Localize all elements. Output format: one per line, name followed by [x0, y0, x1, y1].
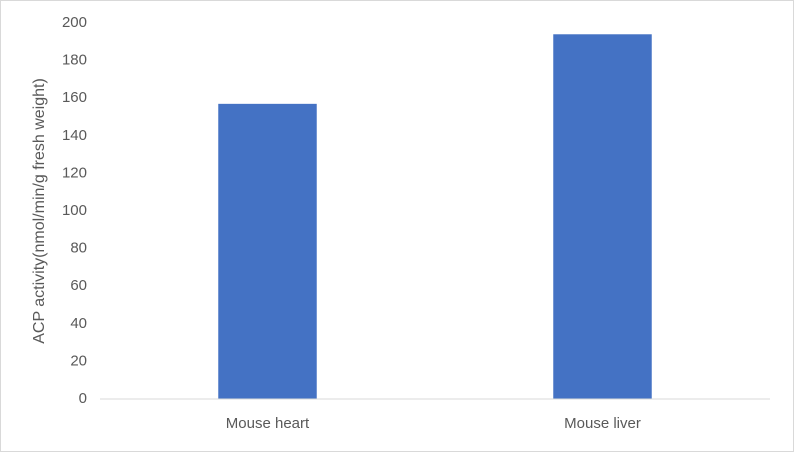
- y-tick-label: 120: [62, 164, 87, 181]
- y-tick-label: 40: [70, 315, 87, 332]
- y-tick-label: 80: [70, 240, 87, 257]
- y-tick-label: 100: [62, 202, 87, 219]
- bar: [553, 34, 652, 399]
- x-tick-label: Mouse liver: [564, 415, 641, 432]
- x-tick-label: Mouse heart: [226, 415, 310, 432]
- y-tick-label: 160: [62, 89, 87, 106]
- y-tick-label: 0: [79, 390, 87, 407]
- y-tick-label: 180: [62, 52, 87, 69]
- y-axis-label: ACP activity(nmol/min/g fresh weight): [31, 78, 48, 344]
- y-tick-label: 140: [62, 127, 87, 144]
- y-tick-label: 20: [70, 352, 87, 369]
- y-tick-label: 60: [70, 277, 87, 294]
- bar: [218, 103, 317, 399]
- y-tick-label: 200: [62, 14, 87, 31]
